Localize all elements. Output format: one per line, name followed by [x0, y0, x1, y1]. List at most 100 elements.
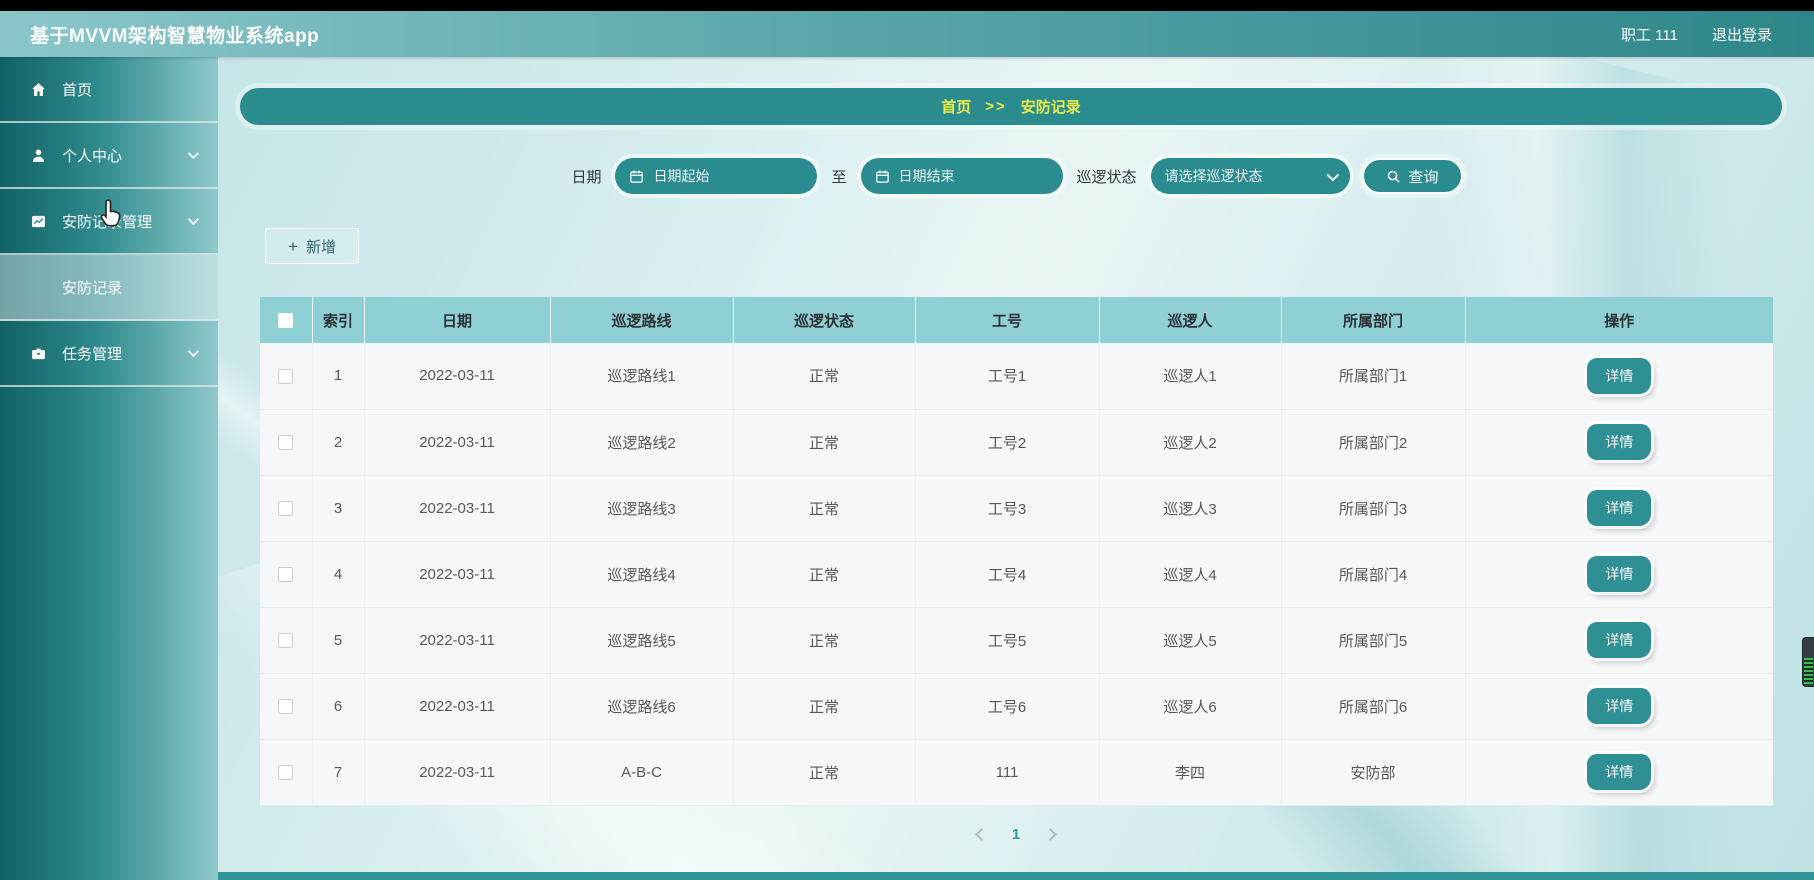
briefcase-icon — [32, 348, 45, 359]
breadcrumb: 首页 >> 安防记录 — [240, 88, 1782, 125]
column-header-patroller: 巡逻人 — [1099, 297, 1282, 343]
row-checkbox[interactable] — [278, 435, 294, 451]
cell-index: 5 — [312, 607, 365, 674]
breadcrumb-current: 安防记录 — [1020, 99, 1081, 116]
cell-route: 巡逻路线4 — [550, 541, 734, 608]
patrol-status-select[interactable] — [1150, 158, 1350, 194]
cell-patroller: 巡逻人2 — [1099, 409, 1282, 476]
cell-patroller: 李四 — [1099, 739, 1282, 806]
cell-status: 正常 — [733, 739, 916, 806]
cell-route: 巡逻路线3 — [550, 475, 734, 542]
cell-route: 巡逻路线1 — [550, 343, 734, 410]
cell-index: 2 — [312, 409, 365, 476]
detail-button[interactable]: 详情 — [1587, 688, 1652, 724]
cell-department: 所属部门1 — [1281, 343, 1466, 410]
date-end-field[interactable] — [860, 158, 1063, 194]
bottom-edge-strip — [95, 872, 1814, 880]
cell-worker-id: 工号5 — [915, 607, 1100, 674]
app-header: 基于MVVM架构智慧物业系统app 职工 111 退出登录 — [0, 11, 1814, 57]
sidebar-item-label: 首页 — [62, 81, 93, 99]
cell-status: 正常 — [733, 343, 916, 410]
cell-date: 2022-03-11 — [364, 739, 551, 806]
volume-indicator-widget — [1802, 637, 1814, 687]
search-button[interactable]: 查询 — [1361, 158, 1463, 194]
cell-worker-id: 111 — [915, 739, 1100, 806]
logout-link[interactable]: 退出登录 — [1711, 26, 1772, 44]
sidebar-subitem-security-record-active[interactable]: 安防记录 — [0, 255, 218, 321]
cell-department: 所属部门2 — [1281, 409, 1466, 476]
cell-patroller: 巡逻人5 — [1099, 607, 1282, 674]
row-checkbox[interactable] — [278, 765, 294, 781]
user-icon — [32, 148, 45, 162]
cell-date: 2022-03-11 — [364, 673, 551, 740]
cell-worker-id: 工号2 — [915, 409, 1100, 476]
sidebar-item-label: 任务管理 — [62, 345, 123, 363]
row-checkbox[interactable] — [278, 567, 294, 583]
row-checkbox[interactable] — [278, 699, 294, 715]
cell-department: 安防部 — [1281, 739, 1466, 806]
app-title: 基于MVVM架构智慧物业系统app — [30, 25, 320, 47]
cell-date: 2022-03-11 — [364, 541, 551, 608]
sidebar-subitem-label: 安防记录 — [62, 279, 123, 297]
detail-button[interactable]: 详情 — [1587, 357, 1652, 394]
sidebar-item-personal-center[interactable]: 个人中心 — [0, 123, 218, 189]
date-start-input[interactable] — [653, 168, 804, 184]
cell-worker-id: 工号1 — [915, 343, 1100, 410]
detail-button[interactable]: 详情 — [1587, 424, 1652, 460]
select-all-checkbox[interactable] — [278, 313, 294, 329]
patrol-status-select-input[interactable] — [1164, 168, 1323, 184]
plus-icon: + — [288, 236, 298, 256]
cell-index: 7 — [312, 739, 365, 806]
cell-worker-id: 工号6 — [915, 673, 1100, 740]
sidebar-item-security-record-mgmt[interactable]: 安防记录管理 — [0, 189, 218, 255]
table-row: 5 2022-03-11 巡逻路线5 正常 工号5 巡逻人5 所属部门5 详情 — [260, 607, 1773, 674]
column-header-worker-id: 工号 — [915, 297, 1100, 343]
date-end-input[interactable] — [898, 168, 1049, 184]
column-header-index: 索引 — [312, 297, 365, 343]
next-page-button[interactable] — [1044, 828, 1058, 841]
row-checkbox[interactable] — [278, 501, 294, 517]
detail-button[interactable]: 详情 — [1587, 754, 1652, 790]
detail-button[interactable]: 详情 — [1587, 490, 1652, 526]
sidebar-item-label: 安防记录管理 — [62, 213, 153, 231]
cell-patroller: 巡逻人1 — [1099, 343, 1282, 410]
sidebar-item-task-mgmt[interactable]: 任务管理 — [0, 321, 218, 387]
row-checkbox[interactable] — [278, 633, 294, 649]
pagination: 1 — [218, 820, 1814, 850]
table-row: 6 2022-03-11 巡逻路线6 正常 工号6 巡逻人6 所属部门6 详情 — [260, 673, 1773, 740]
cell-patroller: 巡逻人4 — [1099, 541, 1282, 608]
cell-department: 所属部门4 — [1281, 541, 1466, 608]
records-table: 索引 日期 巡逻路线 巡逻状态 工号 巡逻人 所属部门 操作 1 2022-0 — [260, 297, 1773, 806]
row-checkbox[interactable] — [278, 368, 294, 384]
table-row: 2 2022-03-11 巡逻路线2 正常 工号2 巡逻人2 所属部门2 详情 — [260, 409, 1773, 476]
sidebar-item-home[interactable]: 首页 — [0, 57, 218, 123]
cell-date: 2022-03-11 — [364, 343, 551, 410]
cell-status: 正常 — [733, 541, 916, 608]
volume-level-bars — [1804, 658, 1813, 684]
cell-date: 2022-03-11 — [364, 409, 551, 476]
cell-index: 1 — [312, 343, 365, 410]
date-start-field[interactable] — [615, 158, 818, 194]
current-user[interactable]: 职工 111 — [1621, 26, 1678, 44]
page-number-current[interactable]: 1 — [1011, 826, 1021, 843]
cell-route: 巡逻路线6 — [550, 673, 734, 740]
cell-worker-id: 工号3 — [915, 475, 1100, 542]
cell-route: 巡逻路线2 — [550, 409, 734, 476]
prev-page-button[interactable] — [974, 828, 988, 841]
home-icon — [32, 82, 45, 96]
header-checkbox-cell — [260, 297, 313, 343]
cell-route: A-B-C — [550, 739, 734, 806]
cell-date: 2022-03-11 — [364, 607, 551, 674]
detail-button[interactable]: 详情 — [1587, 556, 1652, 592]
detail-button[interactable]: 详情 — [1587, 622, 1652, 658]
calendar-icon — [875, 170, 889, 183]
add-button[interactable]: + 新增 — [265, 228, 359, 264]
cell-index: 6 — [312, 673, 365, 740]
sidebar-item-label: 个人中心 — [62, 147, 123, 165]
cell-worker-id: 工号4 — [915, 541, 1100, 608]
cell-patroller: 巡逻人3 — [1099, 475, 1282, 542]
table-row: 3 2022-03-11 巡逻路线3 正常 工号3 巡逻人3 所属部门3 详情 — [260, 475, 1773, 542]
breadcrumb-home-link[interactable]: 首页 — [941, 99, 972, 116]
column-header-actions: 操作 — [1465, 297, 1773, 343]
